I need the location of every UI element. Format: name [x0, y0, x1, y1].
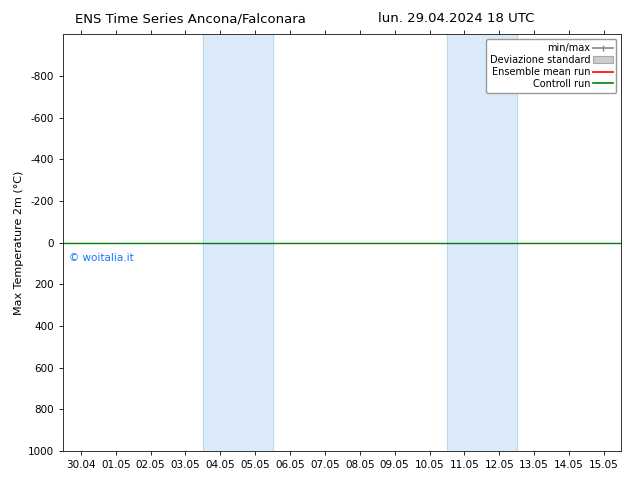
- Text: ENS Time Series Ancona/Falconara: ENS Time Series Ancona/Falconara: [75, 12, 306, 25]
- Y-axis label: Max Temperature 2m (°C): Max Temperature 2m (°C): [14, 171, 24, 315]
- Bar: [203, 34, 273, 451]
- Text: © woitalia.it: © woitalia.it: [69, 253, 134, 263]
- Text: lun. 29.04.2024 18 UTC: lun. 29.04.2024 18 UTC: [378, 12, 534, 25]
- Legend: min/max, Deviazione standard, Ensemble mean run, Controll run: min/max, Deviazione standard, Ensemble m…: [486, 39, 616, 93]
- Bar: [447, 34, 517, 451]
